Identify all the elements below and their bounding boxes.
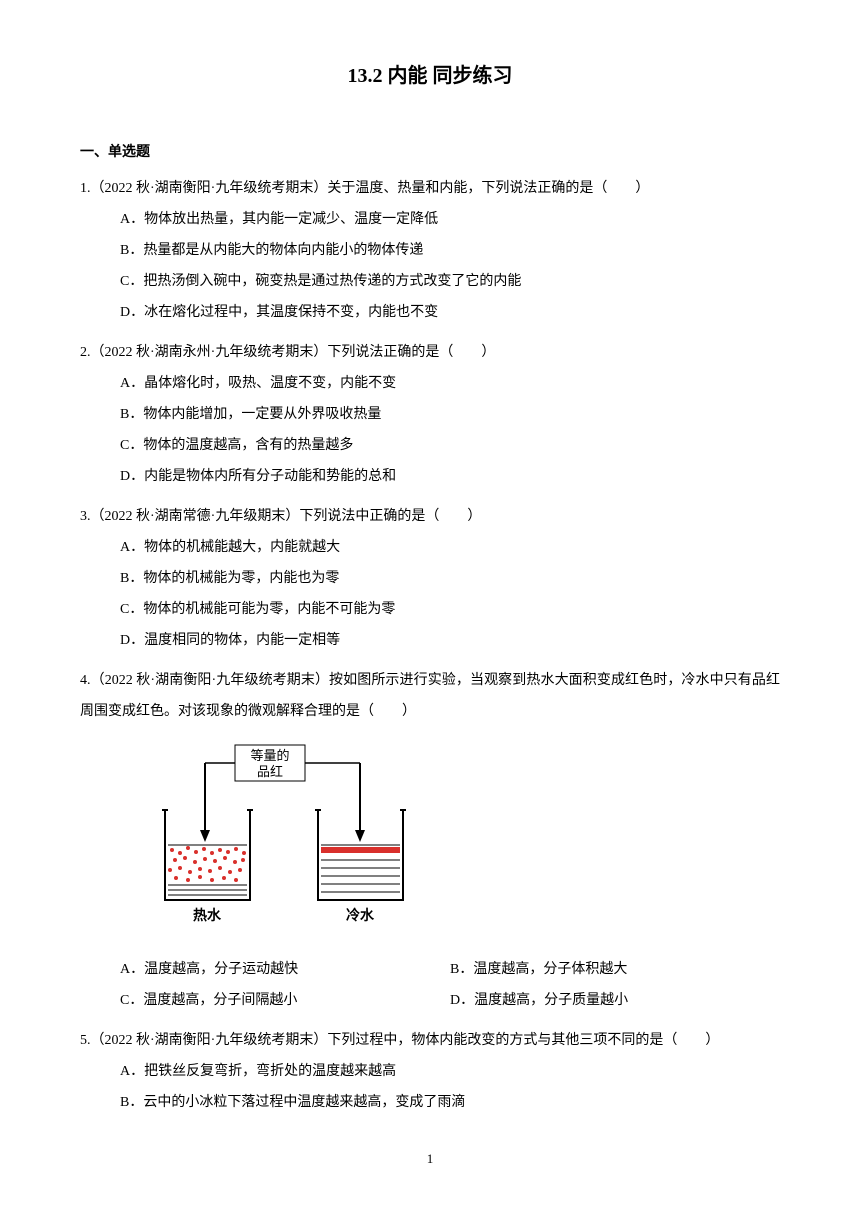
question-stem: 3.（2022 秋·湖南常德·九年级期末）下列说法中正确的是（ ）: [80, 502, 780, 533]
question-3: 3.（2022 秋·湖南常德·九年级期末）下列说法中正确的是（ ） A．物体的机…: [80, 502, 780, 656]
option-a: A．把铁丝反复弯折，弯折处的温度越来越高: [120, 1057, 780, 1088]
question-2: 2.（2022 秋·湖南永州·九年级统考期末）下列说法正确的是（ ） A．晶体熔…: [80, 338, 780, 492]
options: A．晶体熔化时，吸热、温度不变，内能不变 B．物体内能增加，一定要从外界吸收热量…: [80, 369, 780, 492]
question-stem: 2.（2022 秋·湖南永州·九年级统考期末）下列说法正确的是（ ）: [80, 338, 780, 369]
option-c: C．把热汤倒入碗中，碗变热是通过热传递的方式改变了它的内能: [120, 267, 780, 298]
section-header: 一、单选题: [80, 142, 780, 164]
option-d: D．温度相同的物体，内能一定相等: [120, 626, 780, 657]
options: A．把铁丝反复弯折，弯折处的温度越来越高 B．云中的小冰粒下落过程中温度越来越高…: [80, 1057, 780, 1119]
options: A．物体的机械能越大，内能就越大 B．物体的机械能为零，内能也为零 C．物体的机…: [80, 533, 780, 656]
option-a: A．温度越高，分子运动越快: [120, 955, 450, 986]
option-b: B．热量都是从内能大的物体向内能小的物体传递: [120, 236, 780, 267]
option-a: A．物体的机械能越大，内能就越大: [120, 533, 780, 564]
question-stem: 4.（2022 秋·湖南衡阳·九年级统考期末）按如图所示进行实验，当观察到热水大…: [80, 666, 780, 728]
diagram-label-top: 等量的: [250, 748, 289, 763]
option-b: B．云中的小冰粒下落过程中温度越来越高，变成了雨滴: [120, 1088, 780, 1119]
option-a: A．物体放出热量，其内能一定减少、温度一定降低: [120, 205, 780, 236]
option-d: D．温度越高，分子质量越小: [450, 986, 780, 1017]
page-number: 1: [80, 1149, 780, 1170]
option-c: C．物体的温度越高，含有的热量越多: [120, 431, 780, 462]
option-c: C．物体的机械能可能为零，内能不可能为零: [120, 595, 780, 626]
question-5: 5.（2022 秋·湖南衡阳·九年级统考期末）下列过程中，物体内能改变的方式与其…: [80, 1026, 780, 1118]
question-stem: 5.（2022 秋·湖南衡阳·九年级统考期末）下列过程中，物体内能改变的方式与其…: [80, 1026, 780, 1057]
page-title: 13.2 内能 同步练习: [80, 60, 780, 92]
label-cold-water: 冷水: [346, 907, 375, 924]
option-b: B．物体内能增加，一定要从外界吸收热量: [120, 400, 780, 431]
option-b: B．物体的机械能为零，内能也为零: [120, 564, 780, 595]
diagram-label-top-2: 品红: [257, 764, 283, 779]
option-d: D．内能是物体内所有分子动能和势能的总和: [120, 462, 780, 493]
options: A．物体放出热量，其内能一定减少、温度一定降低 B．热量都是从内能大的物体向内能…: [80, 205, 780, 328]
question-4: 4.（2022 秋·湖南衡阳·九年级统考期末）按如图所示进行实验，当观察到热水大…: [80, 666, 780, 1016]
option-a: A．晶体熔化时，吸热、温度不变，内能不变: [120, 369, 780, 400]
beaker-cold: [315, 763, 406, 900]
beaker-hot: [162, 763, 253, 900]
options-grid: A．温度越高，分子运动越快 B．温度越高，分子体积越大 C．温度越高，分子间隔越…: [80, 955, 780, 1017]
label-hot-water: 热水: [193, 907, 222, 924]
question-1: 1.（2022 秋·湖南衡阳·九年级统考期末）关于温度、热量和内能，下列说法正确…: [80, 174, 780, 328]
option-d: D．冰在熔化过程中，其温度保持不变，内能也不变: [120, 298, 780, 329]
diagram-svg: 等量的 品红: [140, 740, 460, 930]
option-b: B．温度越高，分子体积越大: [450, 955, 780, 986]
question-stem: 1.（2022 秋·湖南衡阳·九年级统考期末）关于温度、热量和内能，下列说法正确…: [80, 174, 780, 205]
option-c: C．温度越高，分子间隔越小: [120, 986, 450, 1017]
experiment-diagram: 等量的 品红: [80, 740, 780, 943]
